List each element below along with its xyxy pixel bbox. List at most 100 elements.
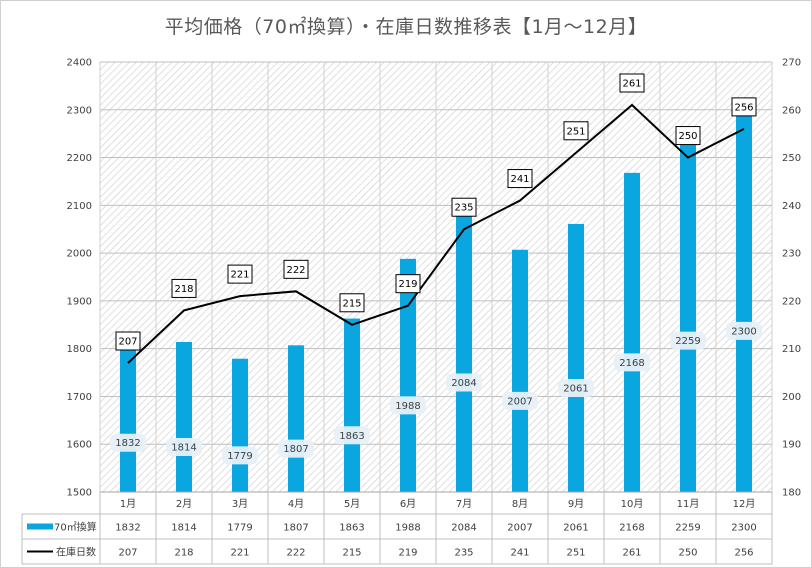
x-axis-category-label: 2月 bbox=[176, 498, 192, 510]
y-axis-left-tick-label: 1600 bbox=[67, 440, 92, 451]
bar-data-label-bg bbox=[558, 378, 594, 397]
line-data-label: 250 bbox=[678, 131, 697, 142]
line-data-label: 251 bbox=[566, 126, 585, 137]
table-cell-70sqm-price: 1779 bbox=[227, 523, 252, 534]
y-axis-right-tick-label: 230 bbox=[782, 249, 801, 260]
bar-70sqm-price bbox=[232, 358, 248, 492]
table-cell-70sqm-price: 2007 bbox=[507, 523, 532, 534]
table-cell-70sqm-price: 1814 bbox=[171, 523, 196, 534]
bar-data-label: 2007 bbox=[507, 396, 532, 407]
x-axis-category-label: 8月 bbox=[512, 498, 528, 510]
y-axis-left-tick-label: 2000 bbox=[67, 249, 92, 260]
bar-data-label-bg bbox=[278, 439, 314, 458]
bar-data-label: 1807 bbox=[283, 444, 308, 455]
table-cell-inventory-days: 207 bbox=[118, 548, 137, 559]
x-axis-category-label: 5月 bbox=[344, 498, 360, 510]
bar-data-label-bg bbox=[390, 396, 426, 415]
line-data-label: 241 bbox=[510, 174, 529, 185]
bar-70sqm-price bbox=[400, 258, 416, 492]
line-data-label-box bbox=[171, 278, 197, 298]
y-axis-left-tick-label: 1700 bbox=[67, 392, 92, 403]
line-data-label-box bbox=[115, 331, 141, 351]
line-data-label-box bbox=[227, 264, 253, 284]
y-axis-right-tick-label: 190 bbox=[782, 440, 801, 451]
bar-70sqm-price bbox=[288, 345, 304, 492]
line-data-label-box bbox=[619, 73, 645, 93]
bar-data-label: 1988 bbox=[395, 401, 420, 412]
x-axis-category-label: 10月 bbox=[621, 498, 644, 510]
bar-data-label-bg bbox=[446, 373, 482, 392]
table-cell-inventory-days: 215 bbox=[342, 548, 361, 559]
y-axis-left-tick-label: 2300 bbox=[67, 105, 92, 116]
table-cell-inventory-days: 256 bbox=[734, 548, 753, 559]
bar-70sqm-price bbox=[624, 172, 640, 492]
bar-data-label-bg bbox=[334, 426, 370, 445]
bar-data-label-bg bbox=[502, 391, 538, 410]
y-axis-right-tick-label: 210 bbox=[782, 344, 801, 355]
legend-label-inventory-days: 在庫日数 bbox=[56, 546, 96, 559]
bar-data-label: 2300 bbox=[731, 326, 756, 337]
y-axis-right-tick-label: 200 bbox=[782, 392, 801, 403]
table-cell-inventory-days: 250 bbox=[678, 548, 697, 559]
bar-data-label-bg bbox=[166, 437, 202, 456]
table-cell-70sqm-price: 2084 bbox=[451, 523, 476, 534]
line-data-label: 222 bbox=[286, 265, 305, 276]
bar-data-label-bg bbox=[726, 321, 762, 340]
line-data-label: 256 bbox=[734, 102, 753, 113]
x-axis-category-label: 12月 bbox=[733, 498, 756, 510]
x-axis-category-label: 7月 bbox=[456, 498, 472, 510]
bar-data-label: 1832 bbox=[115, 438, 140, 449]
line-data-label: 219 bbox=[398, 279, 417, 290]
bar-data-label-bg bbox=[614, 353, 650, 372]
table-cell-inventory-days: 218 bbox=[174, 548, 193, 559]
legend-label-70sqm-price: 70㎡換算 bbox=[54, 521, 97, 534]
x-axis-category-label: 9月 bbox=[568, 498, 584, 510]
bar-70sqm-price bbox=[568, 223, 584, 492]
line-data-label-box bbox=[507, 169, 533, 189]
bar-data-label: 2084 bbox=[451, 378, 476, 389]
line-data-label: 215 bbox=[342, 298, 361, 309]
bar-70sqm-price bbox=[736, 109, 752, 493]
y-axis-right-tick-label: 250 bbox=[782, 153, 801, 164]
table-cell-70sqm-price: 1988 bbox=[395, 523, 420, 534]
table-cell-70sqm-price: 1863 bbox=[339, 523, 364, 534]
bar-70sqm-price bbox=[456, 212, 472, 492]
table-cell-inventory-days: 221 bbox=[230, 548, 249, 559]
bar-70sqm-price bbox=[176, 341, 192, 492]
y-axis-left-tick-label: 1900 bbox=[67, 296, 92, 307]
line-data-label-box bbox=[563, 121, 589, 141]
line-data-label: 207 bbox=[118, 337, 137, 348]
x-axis-category-label: 11月 bbox=[677, 498, 700, 510]
table-cell-70sqm-price: 2168 bbox=[619, 523, 644, 534]
y-axis-right-tick-label: 240 bbox=[782, 201, 801, 212]
chart-title: 平均価格（70㎡換算）・在庫日数推移表【1月～12月】 bbox=[164, 16, 648, 38]
y-axis-right-tick-label: 180 bbox=[782, 488, 801, 499]
line-data-label-box bbox=[451, 197, 477, 217]
table-cell-inventory-days: 235 bbox=[454, 548, 473, 559]
line-data-label-box bbox=[675, 126, 701, 146]
bar-data-label: 2168 bbox=[619, 358, 644, 369]
table-cell-70sqm-price: 2259 bbox=[675, 523, 700, 534]
line-data-label: 235 bbox=[454, 203, 473, 214]
line-data-label-box bbox=[731, 97, 757, 117]
bar-70sqm-price bbox=[680, 129, 696, 492]
table-cell-inventory-days: 219 bbox=[398, 548, 417, 559]
y-axis-left-tick-label: 2200 bbox=[67, 153, 92, 164]
bar-70sqm-price bbox=[120, 333, 136, 492]
bar-data-label: 2259 bbox=[675, 336, 700, 347]
table-cell-70sqm-price: 1832 bbox=[115, 523, 140, 534]
line-data-label: 261 bbox=[622, 79, 641, 90]
bar-data-label: 1779 bbox=[227, 451, 252, 462]
y-axis-left-tick-label: 1500 bbox=[67, 488, 92, 499]
bar-data-label: 2061 bbox=[563, 383, 588, 394]
line-data-label-box bbox=[283, 259, 309, 279]
table-cell-inventory-days: 261 bbox=[622, 548, 641, 559]
table-cell-inventory-days: 251 bbox=[566, 548, 585, 559]
bar-70sqm-price bbox=[344, 318, 360, 492]
x-axis-category-label: 4月 bbox=[288, 498, 304, 510]
line-data-label-box bbox=[339, 293, 365, 313]
x-axis-category-label: 3月 bbox=[232, 498, 248, 510]
y-axis-right-tick-label: 220 bbox=[782, 296, 801, 307]
y-axis-left-tick-label: 2400 bbox=[67, 58, 92, 69]
